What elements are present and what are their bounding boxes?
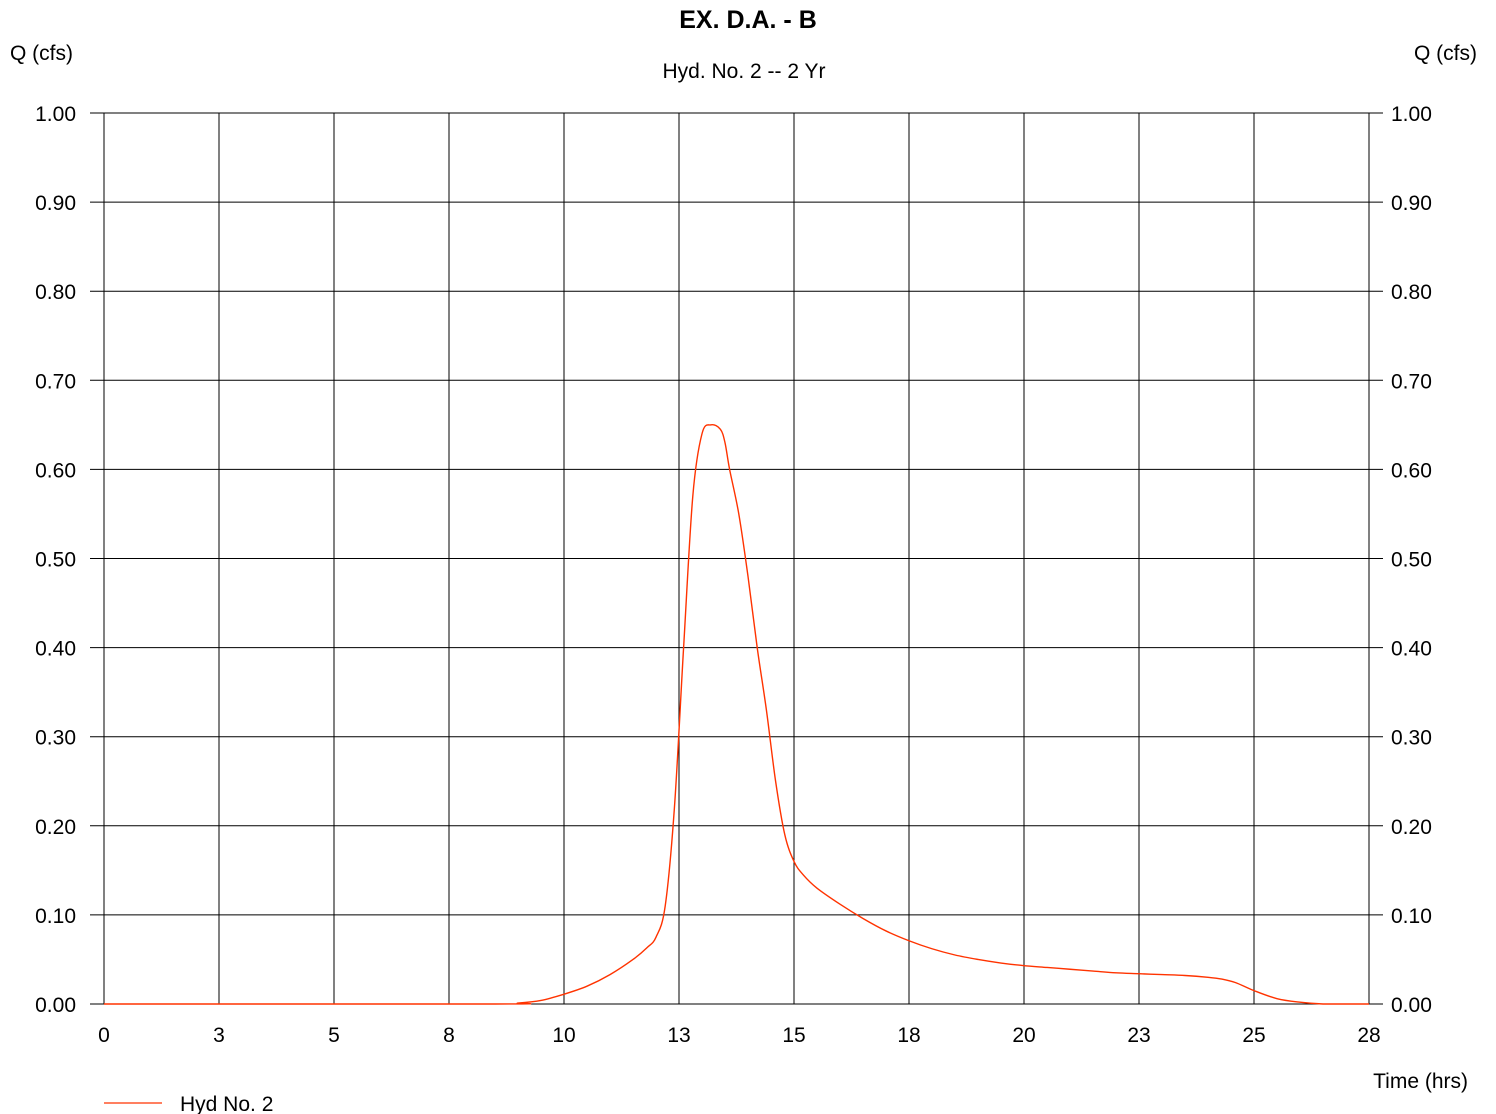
x-axis-title: Time (hrs) <box>1373 1070 1468 1093</box>
y-tick-label-left: 0.10 <box>35 905 76 928</box>
y-tick-label-left: 0.60 <box>35 459 76 482</box>
x-tick-label: 10 <box>552 1024 575 1047</box>
y-tick-label-right: 1.00 <box>1391 103 1432 126</box>
y-axis-title-left: Q (cfs) <box>10 42 73 65</box>
y-tick-label-left: 0.90 <box>35 192 76 215</box>
chart-title: EX. D.A. - B <box>679 6 817 34</box>
y-tick-labels-left: 0.00 0.10 0.20 0.30 0.40 0.50 0.60 0.70 0.80 0.90… <box>35 103 76 1017</box>
grid <box>90 113 1383 1004</box>
x-tick-label: 8 <box>443 1024 455 1047</box>
y-tick-label-right: 0.40 <box>1391 638 1432 661</box>
y-tick-label-left: 0.40 <box>35 638 76 661</box>
y-tick-label-left: 0.20 <box>35 816 76 839</box>
legend-label: Hyd No. 2 <box>180 1093 273 1114</box>
y-tick-label-right: 0.90 <box>1391 192 1432 215</box>
y-tick-label-left: 0.50 <box>35 549 76 572</box>
series-line-hyd-no-2 <box>104 425 1369 1004</box>
y-tick-label-left: 0.80 <box>35 281 76 304</box>
x-tick-label: 0 <box>98 1024 110 1047</box>
y-tick-labels-right: 0.00 0.10 0.20 0.30 0.40 0.50 0.60 0.70 0.80 0.90… <box>1391 103 1432 1017</box>
x-tick-label: 5 <box>328 1024 340 1047</box>
x-tick-label: 28 <box>1357 1024 1380 1047</box>
series-layer <box>104 425 1369 1004</box>
y-tick-label-right: 0.80 <box>1391 281 1432 304</box>
x-tick-labels: 0 3 5 8 10 13 15 18 20 23 25 28 <box>98 1024 1381 1047</box>
y-tick-label-right: 0.10 <box>1391 905 1432 928</box>
y-tick-label-right: 0.70 <box>1391 370 1432 393</box>
legend: Hyd No. 2 <box>104 1093 273 1114</box>
x-tick-label: 25 <box>1242 1024 1265 1047</box>
y-tick-label-right: 0.30 <box>1391 727 1432 750</box>
x-tick-label: 15 <box>782 1024 805 1047</box>
x-tick-label: 18 <box>897 1024 920 1047</box>
y-tick-label-left: 1.00 <box>35 103 76 126</box>
y-tick-label-right: 0.00 <box>1391 994 1432 1017</box>
y-axis-title-right: Q (cfs) <box>1414 42 1477 65</box>
y-tick-label-left: 0.30 <box>35 727 76 750</box>
x-tick-label: 23 <box>1127 1024 1150 1047</box>
x-tick-label: 20 <box>1012 1024 1035 1047</box>
chart-subtitle: Hyd. No. 2 -- 2 Yr <box>663 60 826 83</box>
y-tick-label-left: 0.70 <box>35 370 76 393</box>
y-tick-label-right: 0.60 <box>1391 459 1432 482</box>
y-tick-label-right: 0.50 <box>1391 549 1432 572</box>
x-tick-label: 13 <box>667 1024 690 1047</box>
x-tick-label: 3 <box>213 1024 225 1047</box>
y-tick-label-left: 0.00 <box>35 994 76 1017</box>
y-tick-label-right: 0.20 <box>1391 816 1432 839</box>
